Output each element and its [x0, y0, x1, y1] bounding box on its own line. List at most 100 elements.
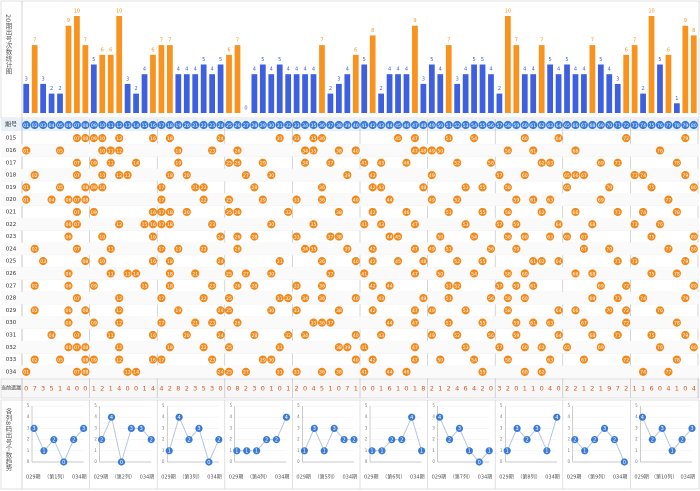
bar	[116, 16, 123, 113]
hit-ball	[385, 367, 394, 376]
hit-number: 48	[420, 259, 426, 265]
trend-point	[137, 424, 145, 432]
point-label: 2	[593, 437, 596, 443]
hit-number: 48	[420, 296, 426, 302]
number-label: 16	[150, 123, 156, 129]
bar-value: 2	[134, 86, 137, 92]
omission-value: 2	[480, 385, 484, 393]
hit-number: 59	[513, 247, 519, 253]
hit-number: 42	[370, 357, 376, 363]
hit-number: 03	[40, 259, 46, 265]
hit-ball	[419, 257, 428, 266]
trend-point	[40, 447, 48, 455]
hit-number: 14	[133, 370, 139, 376]
hit-ball	[30, 306, 39, 315]
number-badge	[410, 120, 420, 130]
hit-ball	[148, 134, 158, 143]
bar-value: 6	[667, 47, 670, 53]
x-tick-label: 029期	[364, 475, 379, 481]
hit-number: 24	[218, 234, 224, 240]
hit-number: 71	[615, 333, 621, 339]
hit-number: 66	[573, 271, 579, 277]
bar	[657, 64, 663, 113]
hit-number: 59	[513, 333, 519, 339]
hit-number: 08	[82, 185, 88, 191]
hit-ball	[351, 146, 360, 155]
bar	[200, 64, 207, 113]
hit-number: 30	[268, 357, 274, 363]
number-badge	[444, 120, 453, 130]
number-label: 12	[116, 123, 122, 129]
hit-number: 69	[598, 284, 604, 290]
trend-point	[445, 436, 454, 444]
hit-ball	[368, 306, 377, 315]
bar	[167, 45, 173, 113]
bar	[690, 35, 697, 113]
hit-ball	[165, 257, 174, 266]
bar	[369, 35, 376, 113]
bar	[606, 74, 613, 113]
hit-ball	[512, 281, 521, 290]
number-label: 67	[581, 123, 587, 129]
hit-ball	[216, 257, 225, 266]
hit-ball	[334, 146, 343, 155]
number-label: 63	[547, 123, 553, 129]
bar	[150, 54, 156, 113]
hit-ball	[81, 355, 90, 364]
omission-value: 0	[126, 385, 130, 393]
hit-ball	[664, 244, 673, 253]
number-badge	[81, 120, 90, 130]
hit-ball	[579, 170, 589, 180]
bar	[640, 93, 646, 113]
hit-number: 37	[327, 320, 333, 326]
hit-ball	[157, 355, 166, 364]
hit-number: 17	[158, 185, 164, 191]
hit-number: 34	[302, 333, 308, 339]
hit-ball	[22, 183, 31, 192]
bar-value: 10	[505, 9, 511, 15]
x-tick-label: 034期	[680, 475, 695, 481]
number-label: 25	[226, 123, 232, 129]
hit-number: 06	[66, 320, 72, 326]
hit-number: 07	[74, 345, 80, 351]
hit-ball	[343, 244, 352, 253]
x-tick-label: 029期	[567, 475, 582, 481]
hit-ball	[250, 281, 259, 290]
trend-point	[215, 436, 223, 444]
hit-number: 34	[302, 148, 308, 154]
hit-number: 26	[235, 234, 241, 240]
number-label: 07	[74, 123, 80, 129]
point-label: 1	[168, 449, 171, 455]
point-label: 1	[506, 449, 509, 455]
hit-number: 43	[378, 161, 384, 167]
hit-number: 67	[581, 357, 587, 363]
hit-ball	[72, 170, 82, 180]
number-badge	[343, 120, 352, 130]
hit-number: 52	[454, 333, 460, 339]
point-label: 2	[680, 437, 683, 443]
hit-ball	[630, 170, 639, 180]
y-tick-label: 1	[230, 448, 233, 453]
bar	[259, 64, 266, 113]
hit-ball	[512, 195, 521, 204]
bar	[597, 64, 604, 113]
hit-number: 37	[327, 161, 333, 167]
hit-number: 08	[82, 345, 88, 351]
trend-point	[485, 447, 493, 455]
bar	[631, 45, 638, 113]
hit-ball	[503, 207, 512, 217]
bar-value: 5	[565, 57, 568, 63]
y-tick-label: 2	[162, 437, 165, 442]
hit-number: 47	[412, 148, 418, 154]
omission-value: 1	[531, 385, 535, 393]
bar	[445, 45, 452, 113]
number-label: 46	[404, 123, 410, 129]
hit-ball	[191, 183, 200, 192]
number-badge	[157, 120, 166, 130]
y-tick-label: 4	[27, 414, 30, 419]
bar	[74, 16, 80, 113]
hit-ball	[427, 170, 436, 180]
hit-ball	[64, 269, 73, 278]
hit-number: 10	[99, 148, 105, 154]
hit-ball	[351, 257, 360, 266]
